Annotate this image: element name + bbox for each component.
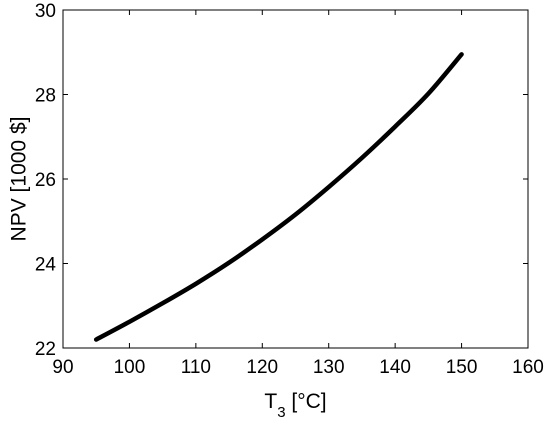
y-axis-label: NPV [1000 $] — [8, 117, 31, 242]
x-tick-label: 100 — [114, 357, 146, 378]
x-axis-label-unit: [°C] — [286, 390, 327, 413]
x-tick-label: 130 — [313, 357, 345, 378]
y-tick-label: 22 — [35, 339, 56, 360]
x-tick-label: 150 — [446, 357, 478, 378]
tick-labels-group: 90 100 110 120 130 140 150 160 22 24 26 28 30 — [35, 1, 544, 378]
plot-area-frame — [62, 9, 529, 349]
x-axis-label-main: T — [264, 390, 277, 413]
x-tick-label: 160 — [512, 357, 544, 378]
y-tick-label: 24 — [35, 255, 57, 276]
x-axis-label-subscript: 3 — [277, 404, 285, 421]
x-tick-label: 90 — [52, 357, 73, 378]
x-tick-label: 110 — [181, 357, 211, 378]
y-tick-label: 26 — [35, 170, 56, 191]
y-tick-label: 28 — [35, 86, 56, 107]
npv-series-line — [93, 52, 464, 342]
x-tick-label: 140 — [379, 357, 411, 378]
x-axis-label: T3 [°C] — [264, 390, 326, 421]
y-tick-label: 30 — [35, 1, 56, 22]
x-tick-label: 120 — [246, 357, 278, 378]
